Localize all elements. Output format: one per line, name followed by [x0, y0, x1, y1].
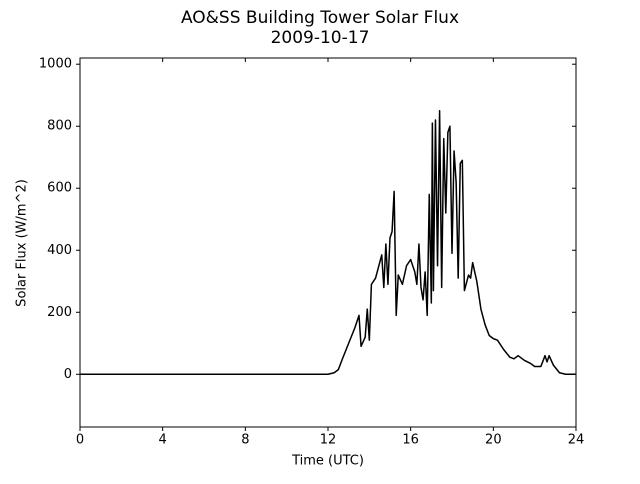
y-tick-label: 600 — [47, 181, 72, 196]
x-tick-label: 12 — [320, 433, 337, 448]
chart-title: AO&SS Building Tower Solar Flux — [181, 8, 459, 28]
data-line — [80, 109, 576, 376]
x-tick-label: 4 — [159, 433, 167, 448]
x-axis-label: Time (UTC) — [291, 454, 364, 469]
chart-subtitle: 2009-10-17 — [271, 28, 370, 48]
y-tick-label: 200 — [47, 305, 72, 320]
y-tick-label: 400 — [47, 243, 72, 258]
x-tick-label: 20 — [485, 433, 502, 448]
y-tick-label: 800 — [47, 119, 72, 134]
x-tick-label: 24 — [568, 433, 585, 448]
x-tick-label: 8 — [241, 433, 249, 448]
x-tick-label: 16 — [402, 433, 419, 448]
x-tick-label: 0 — [76, 433, 84, 448]
y-tick-label: 1000 — [39, 57, 72, 72]
y-axis-label: Solar Flux (W/m^2) — [15, 179, 30, 307]
y-tick-label: 0 — [64, 367, 72, 382]
plot-frame — [79, 57, 577, 428]
